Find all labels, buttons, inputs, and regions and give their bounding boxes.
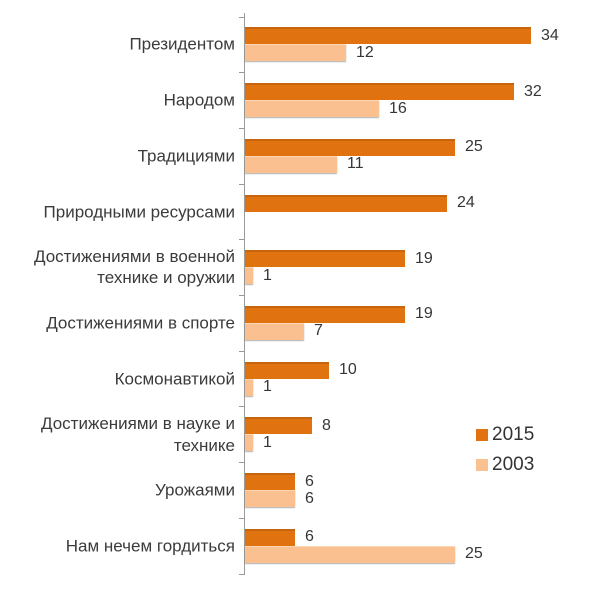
axis-tick <box>239 350 245 352</box>
value-label-2015-1: 34 <box>541 26 559 44</box>
category-label: Народом <box>163 90 235 110</box>
value-label-2003-10: 25 <box>465 545 483 563</box>
value-label-2015-6: 19 <box>415 305 433 323</box>
value-label-2003-7: 1 <box>263 378 272 396</box>
bar-2003-3 <box>245 155 337 173</box>
axis-tick <box>239 183 245 185</box>
category-label: Природными ресурсами <box>43 201 235 221</box>
bar-2015-6 <box>245 305 405 323</box>
category-label: Традициями <box>137 146 235 166</box>
bar-2003-9 <box>245 490 295 507</box>
axis-tick <box>239 573 245 575</box>
y-axis-line <box>244 13 245 574</box>
legend-item-2003: 2003 <box>476 450 534 480</box>
bar-2015-2 <box>245 83 514 101</box>
category-label: Нам нечем гордиться <box>65 535 235 555</box>
legend: 2015 2003 <box>476 420 534 480</box>
bar-2015-3 <box>245 138 455 156</box>
axis-tick <box>239 16 245 18</box>
bar-2003-6 <box>245 322 304 340</box>
value-label-2015-7: 10 <box>339 361 357 379</box>
axis-tick <box>239 406 245 408</box>
category-label: Достижениями в науке и технике <box>41 414 235 455</box>
bar-2015-5 <box>245 250 405 268</box>
bar-2015-1 <box>245 27 531 45</box>
bar-2015-9 <box>245 473 295 490</box>
value-label-2003-6: 7 <box>314 322 323 340</box>
bar-2003-8 <box>245 434 253 452</box>
category-label: Достижениями в спорте <box>46 313 235 333</box>
category-label: Урожаями <box>155 480 235 500</box>
category-label: Достижениями в военной технике и оружии <box>34 246 235 288</box>
category-label: Космонавтикой <box>114 368 235 388</box>
legend-swatch-2015 <box>476 429 488 441</box>
axis-tick <box>239 295 245 296</box>
bar-2015-10 <box>245 528 295 546</box>
value-label-2015-10: 6 <box>305 528 314 546</box>
axis-tick <box>239 72 245 74</box>
axis-tick <box>239 239 245 241</box>
value-label-2003-3: 11 <box>347 155 364 173</box>
value-label-2015-2: 32 <box>524 82 542 100</box>
value-label-2003-8: 1 <box>263 433 272 451</box>
bar-2015-7 <box>245 361 329 379</box>
value-label-2003-1: 12 <box>356 43 374 61</box>
value-label-2003-2: 16 <box>389 99 407 117</box>
legend-label-2015: 2015 <box>492 424 535 445</box>
axis-tick <box>239 462 245 464</box>
category-label: Президентом <box>129 34 235 54</box>
bar-2015-4 <box>245 194 447 212</box>
value-label-2015-4: 24 <box>457 194 475 211</box>
bar-2003-10 <box>245 545 455 563</box>
value-label-2003-9: 6 <box>305 489 314 507</box>
bar-2003-2 <box>245 100 379 118</box>
value-label-2015-3: 25 <box>465 138 483 156</box>
value-label-2015-8: 8 <box>322 416 331 434</box>
bar-2003-1 <box>245 44 346 62</box>
value-label-2015-9: 6 <box>305 472 314 490</box>
legend-label-2003: 2003 <box>492 454 535 475</box>
bar-2003-7 <box>245 378 253 396</box>
bar-2015-8 <box>245 417 312 435</box>
legend-item-2015: 2015 <box>476 420 534 450</box>
axis-tick <box>239 517 245 519</box>
value-label-2015-5: 19 <box>415 249 433 267</box>
axis-tick <box>239 127 245 129</box>
value-label-2003-5: 1 <box>263 266 272 284</box>
bar-2003-5 <box>245 267 253 285</box>
legend-swatch-2003 <box>476 459 488 471</box>
